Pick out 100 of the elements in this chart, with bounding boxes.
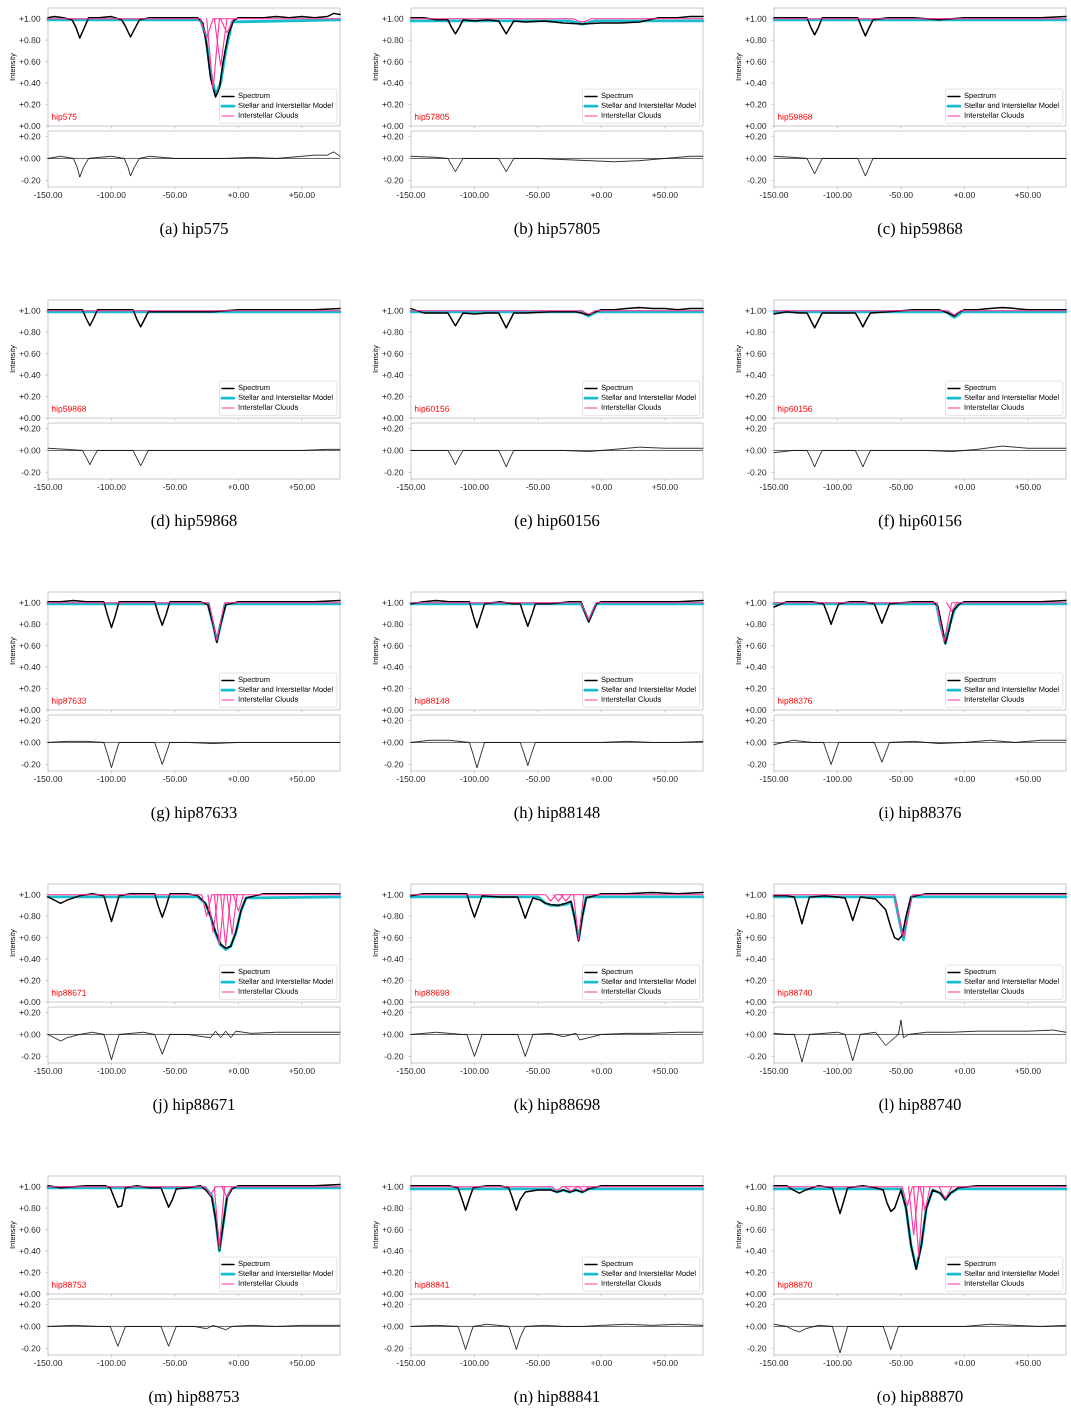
y-tick-label: +0.20	[19, 1269, 41, 1276]
x-tick-label: -50.00	[889, 775, 913, 782]
y-tick-label: -0.20	[747, 1053, 767, 1060]
x-tick-label: -150.00	[396, 1067, 426, 1074]
y-tick-label: +1.00	[382, 15, 404, 22]
y-tick-label: +0.00	[745, 1031, 767, 1038]
x-tick-label: -150.00	[396, 1359, 426, 1366]
y-tick-label: +0.80	[19, 329, 41, 336]
x-tick-label: +50.00	[1015, 191, 1041, 198]
y-tick-label: +0.60	[382, 1226, 404, 1233]
x-tick-label: +50.00	[1015, 483, 1041, 490]
x-tick-label: +0.00	[591, 775, 612, 782]
y-tick-label: +0.00	[382, 739, 404, 746]
y-tick-label: +0.40	[745, 664, 767, 671]
y-tick-label: +0.00	[19, 706, 41, 714]
y-tick-label: +1.00	[745, 307, 767, 314]
y-tick-label: +0.80	[745, 37, 767, 44]
x-tick-label: -150.00	[759, 483, 789, 490]
x-axis-title: (l) hip88740	[879, 1098, 961, 1114]
annotation: hip88841	[414, 1281, 450, 1290]
y-tick-label: +1.00	[745, 891, 767, 898]
x-tick-label: -50.00	[889, 1067, 913, 1074]
x-axis-title: (e) hip60156	[514, 514, 600, 530]
y-tick-label: +0.40	[19, 664, 41, 671]
x-tick-label: +0.00	[954, 775, 975, 782]
x-axis-title: (c) hip59868	[877, 222, 963, 238]
annotation: hip88148	[414, 697, 450, 706]
y-tick-label: +0.00	[382, 1290, 404, 1298]
x-tick-label: -100.00	[97, 775, 126, 782]
x-tick-label: -150.00	[396, 191, 426, 198]
y-tick-label: +0.00	[745, 998, 767, 1006]
x-tick-label: +50.00	[289, 1359, 315, 1366]
y-tick-label: +0.60	[382, 642, 404, 649]
x-tick-label: -100.00	[823, 775, 852, 782]
y-tick-label: +1.00	[745, 1183, 767, 1190]
y-tick-label: +0.20	[19, 133, 41, 140]
x-tick-label: -150.00	[33, 1067, 63, 1074]
x-tick-label: -150.00	[33, 775, 63, 782]
y-tick-label: +0.20	[745, 101, 767, 108]
x-axis-title: (d) hip59868	[151, 514, 237, 530]
y-tick-label: +0.40	[382, 80, 404, 87]
x-tick-label: -50.00	[526, 483, 550, 490]
y-tick-label: +0.00	[745, 122, 767, 130]
x-axis-title: (i) hip88376	[879, 806, 961, 822]
y-tick-label: -0.20	[384, 761, 404, 768]
y-tick-label: +0.00	[382, 1323, 404, 1330]
y-tick-label: -0.20	[384, 1345, 404, 1352]
y-tick-label: +0.60	[19, 934, 41, 941]
x-axis-title: (j) hip88671	[153, 1098, 235, 1114]
y-tick-label: +0.20	[745, 133, 767, 140]
y-tick-label: +0.40	[19, 1248, 41, 1255]
x-tick-label: +50.00	[289, 483, 315, 490]
x-tick-label: -100.00	[460, 775, 489, 782]
y-tick-label: +0.20	[745, 717, 767, 724]
x-tick-label: -50.00	[526, 1067, 550, 1074]
x-tick-label: -100.00	[823, 191, 852, 198]
y-tick-label: +0.00	[382, 447, 404, 454]
y-tick-label: -0.20	[384, 469, 404, 476]
y-tick-label: +0.20	[19, 717, 41, 724]
y-tick-label: +1.00	[745, 15, 767, 22]
y-tick-label: +0.20	[19, 393, 41, 400]
y-tick-label: +1.00	[382, 599, 404, 606]
x-tick-label: -50.00	[163, 191, 187, 198]
y-tick-label: -0.20	[21, 469, 41, 476]
y-tick-label: +0.00	[382, 122, 404, 130]
x-tick-label: +0.00	[954, 1067, 975, 1074]
annotation: hip88671	[51, 989, 87, 998]
y-tick-label: +0.00	[745, 155, 767, 162]
y-tick-label: +0.20	[745, 425, 767, 432]
annotation: hip88740	[777, 989, 813, 998]
x-tick-label: +0.00	[591, 191, 612, 198]
y-tick-label: +0.20	[745, 1301, 767, 1308]
x-tick-label: +0.00	[954, 191, 975, 198]
y-tick-label: -0.20	[747, 469, 767, 476]
y-tick-label: +0.20	[382, 977, 404, 984]
y-tick-label: +0.20	[19, 1301, 41, 1308]
y-tick-label: +0.80	[382, 37, 404, 44]
x-tick-label: +0.00	[228, 483, 249, 490]
annotation: hip575	[51, 113, 77, 122]
y-tick-label: +0.00	[745, 447, 767, 454]
y-tick-label: +0.20	[19, 1009, 41, 1016]
y-tick-label: +0.00	[745, 706, 767, 714]
y-tick-label: +0.80	[19, 37, 41, 44]
y-tick-label: -0.20	[21, 1345, 41, 1352]
y-tick-label: +0.00	[745, 1290, 767, 1298]
x-tick-label: +50.00	[652, 1359, 678, 1366]
x-tick-label: -100.00	[97, 483, 126, 490]
y-tick-label: +0.20	[745, 1269, 767, 1276]
annotation: hip88753	[51, 1281, 87, 1290]
x-tick-label: +0.00	[954, 1359, 975, 1366]
y-tick-label: +1.00	[19, 599, 41, 606]
x-tick-label: +0.00	[228, 1359, 249, 1366]
x-tick-label: +50.00	[289, 1067, 315, 1074]
y-tick-label: +1.00	[19, 1183, 41, 1190]
y-tick-label: +0.00	[382, 998, 404, 1006]
annotation: hip88376	[777, 697, 813, 706]
x-axis-title: (g) hip87633	[151, 806, 237, 822]
x-tick-label: -150.00	[759, 191, 789, 198]
x-tick-label: -150.00	[759, 775, 789, 782]
annotation: hip87633	[51, 697, 87, 706]
